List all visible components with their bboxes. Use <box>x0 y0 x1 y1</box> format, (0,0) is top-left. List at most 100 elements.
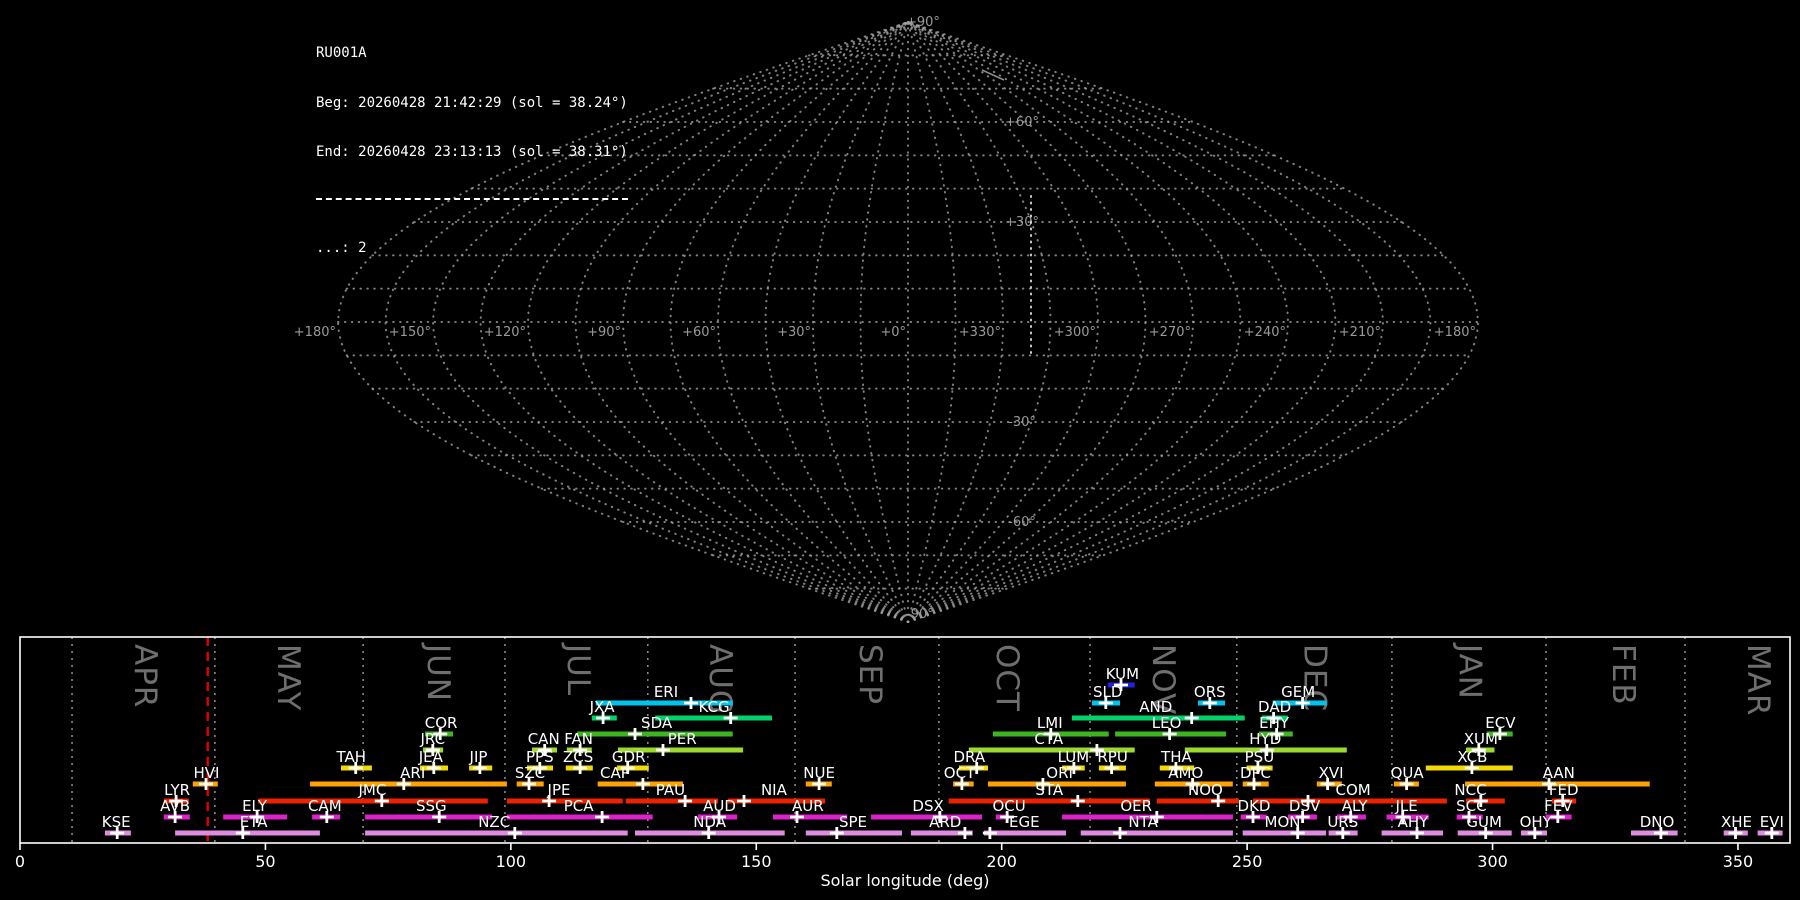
shower-peak-marker <box>1764 827 1779 839</box>
shower-peak-marker <box>1335 827 1350 839</box>
shower-code-label: OER <box>1120 797 1152 815</box>
shower-code-label: JIP <box>469 748 488 766</box>
shower-code-label: JEA <box>418 748 444 766</box>
shower-peak-marker <box>1555 795 1570 807</box>
shower-activity-bar <box>1156 798 1239 804</box>
shower-code-label: JRC <box>420 730 446 748</box>
shower-code-label: DKD <box>1238 797 1271 815</box>
equator-longitude-label: +150° <box>389 325 431 340</box>
month-label: JUL <box>560 642 596 696</box>
equator-longitude-label: +120° <box>484 325 526 340</box>
shower-ard: ARD <box>910 813 973 839</box>
meridian-line <box>859 21 909 623</box>
shower-code-label: PPS <box>526 748 554 766</box>
shower-sda: SDA <box>577 714 733 740</box>
shower-code-label: XHE <box>1721 813 1752 831</box>
shower-qua: QUA <box>1391 764 1424 790</box>
shower-peak-marker <box>1104 762 1119 774</box>
shower-peak-marker <box>1320 778 1335 790</box>
shower-code-label: OHY <box>1520 813 1553 831</box>
shower-tha: THA <box>1159 748 1195 774</box>
equator-longitude-label: +60° <box>682 325 716 340</box>
shower-peak-marker <box>1728 827 1743 839</box>
shower-dpc: DPC <box>1240 764 1271 790</box>
shower-code-label: AUR <box>792 797 824 815</box>
meridian-line <box>907 21 1337 623</box>
shower-peak-marker <box>737 795 751 807</box>
shower-xhe: XHE <box>1721 813 1752 839</box>
sky-grid <box>336 21 1480 623</box>
shower-xcb: XCB <box>1425 748 1513 774</box>
shower-ahy: AHY <box>1381 813 1443 839</box>
meridian-line <box>907 21 1290 623</box>
shower-code-label: CAP <box>600 764 630 782</box>
shower-peak-marker <box>1114 679 1128 691</box>
shower-code-label: NIA <box>761 781 788 799</box>
shower-code-label: GDR <box>612 748 646 766</box>
shower-code-label: GEM <box>1281 683 1315 701</box>
shower-activity-bar <box>968 747 1135 753</box>
shower-code-label: DSV <box>1289 797 1321 815</box>
obs-end-line: End: 20260428 23:13:13 (sol = 38.31°) <box>316 144 628 160</box>
shower-peak-marker <box>1113 827 1127 839</box>
shower-peak-marker <box>1168 762 1183 774</box>
shower-mon: MON <box>1242 813 1327 839</box>
axis-tick-label: 100 <box>496 852 527 871</box>
shower-peak-marker <box>684 697 698 709</box>
axis-tick-label: 250 <box>1232 852 1263 871</box>
shower-dsx: DSX <box>871 797 982 823</box>
shower-code-label: AAN <box>1543 764 1575 782</box>
meridian-line <box>574 21 909 623</box>
shower-aud: AUD <box>697 797 738 823</box>
meridian-line <box>907 21 1052 623</box>
shower-sta: STA <box>948 781 1150 807</box>
shower-code-label: JMC <box>357 781 386 799</box>
shower-code-label: XVI <box>1319 764 1344 782</box>
shower-code-label: SSG <box>416 797 447 815</box>
shower-peak-marker <box>1343 811 1358 823</box>
latitude-label: -60° <box>1008 515 1036 530</box>
shower-peak-marker <box>426 762 441 774</box>
shower-ors: ORS <box>1194 683 1226 709</box>
shower-peak-marker <box>620 762 635 774</box>
latitude-label: +60° <box>1005 115 1039 130</box>
shower-peak-marker <box>628 728 642 740</box>
shower-code-label: ARI <box>400 764 425 782</box>
shower-xvi: XVI <box>1316 764 1344 790</box>
shower-code-label: STA <box>1035 781 1064 799</box>
shower-lyr: LYR <box>163 781 190 807</box>
axis-tick-label: 200 <box>986 852 1017 871</box>
shower-cor: COR <box>425 714 457 740</box>
shower-code-label: DAD <box>1258 698 1291 716</box>
shower-sld: SLD <box>1092 683 1122 709</box>
shower-dkd: DKD <box>1238 797 1271 823</box>
shower-nue: NUE <box>803 764 835 790</box>
chart-border <box>19 636 1791 844</box>
shower-code-label: SDA <box>641 714 673 732</box>
shower-code-label: PSU <box>1245 748 1275 766</box>
shower-code-label: NCC <box>1454 781 1486 799</box>
shower-jmc: JMC <box>258 781 488 807</box>
shower-code-label: KCG <box>699 698 730 716</box>
shower-xum: XUM <box>1464 730 1498 756</box>
shower-peak-marker <box>635 778 650 790</box>
shower-rpu: RPU <box>1097 748 1128 774</box>
shower-peak-marker <box>1542 778 1556 790</box>
shower-peak-marker <box>1471 744 1486 756</box>
shower-peak-marker <box>1410 827 1424 839</box>
shower-code-label: AND <box>1139 698 1172 716</box>
shower-ely: ELY <box>223 797 287 823</box>
shower-activity-bar <box>258 798 488 804</box>
axis-tick-label: 0 <box>15 852 25 871</box>
shower-activity-bar <box>1253 798 1447 804</box>
shower-peak-marker <box>954 778 969 790</box>
shower-pps: PPS <box>526 748 554 774</box>
shower-ari: ARI <box>310 764 507 790</box>
equator-longitude-label: +210° <box>1339 325 1381 340</box>
shower-code-label: CTA <box>1034 730 1063 748</box>
shower-code-label: KUM <box>1106 665 1139 683</box>
shower-zcs: ZCS <box>563 748 593 774</box>
shower-peak-marker <box>1395 811 1410 823</box>
meridian-line <box>811 21 909 623</box>
shower-ohy: OHY <box>1520 813 1553 839</box>
